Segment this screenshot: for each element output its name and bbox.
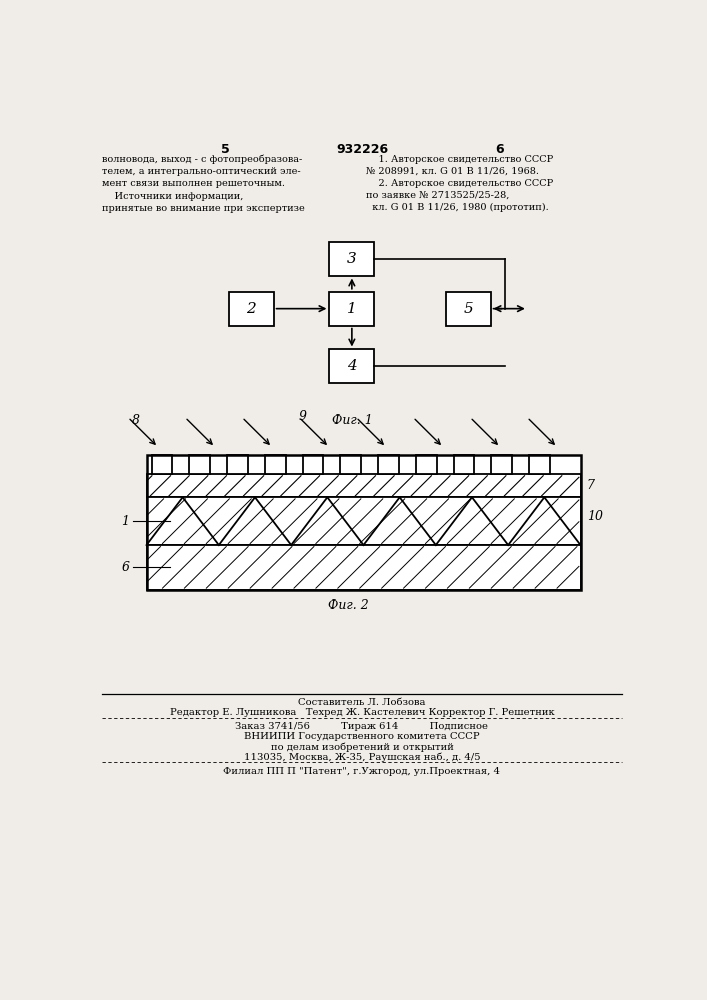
Bar (146, 455, 580, 590)
Bar (146, 497, 580, 545)
Text: Составитель Л. Лобзова: Составитель Л. Лобзова (298, 698, 426, 707)
Text: 4: 4 (347, 359, 357, 373)
Bar (329, 349, 374, 383)
Text: Филиал ПП П "Патент", г.Ужгород, ул.Проектная, 4: Филиал ПП П "Патент", г.Ужгород, ул.Прое… (223, 767, 501, 776)
Text: 1. Авторское свидетельство СССР
№ 208991, кл. G 01 В 11/26, 1968.
    2. Авторск: 1. Авторское свидетельство СССР № 208991… (366, 155, 553, 212)
Bar (329, 292, 374, 326)
Text: 113035, Москва, Ж-35, Раушская наб., д. 4/5: 113035, Москва, Ж-35, Раушская наб., д. … (244, 752, 480, 762)
Text: 932226: 932226 (336, 143, 388, 156)
Text: 1: 1 (122, 515, 129, 528)
Text: 7: 7 (587, 479, 595, 492)
Bar (151, 455, 173, 474)
Bar (228, 292, 274, 326)
Text: Заказ 3741/56          Тираж 614          Подписное: Заказ 3741/56 Тираж 614 Подписное (235, 722, 489, 731)
Text: 3: 3 (347, 252, 357, 266)
Text: по делам изобретений и открытий: по делам изобретений и открытий (271, 742, 453, 752)
Bar (453, 455, 474, 474)
Text: ВНИИПИ Государственного комитета СССР: ВНИИПИ Государственного комитета СССР (244, 732, 480, 741)
Bar (227, 455, 248, 474)
Bar (416, 455, 436, 474)
Text: Фиг. 2: Фиг. 2 (327, 599, 368, 612)
Bar (491, 455, 512, 474)
Text: 6: 6 (122, 561, 129, 574)
Bar (529, 455, 550, 474)
Bar (189, 455, 210, 474)
Bar (303, 455, 323, 474)
Bar (378, 455, 399, 474)
Bar (146, 474, 580, 497)
Bar (265, 455, 286, 474)
Text: Редактор Е. Лушникова   Техред Ж. Кастелевич Корректор Г. Решетник: Редактор Е. Лушникова Техред Ж. Кастелев… (170, 708, 554, 717)
Bar (146, 455, 580, 474)
Bar (329, 242, 374, 276)
Text: волновода, выход - с фотопреобразова-
телем, а интегрально-оптический эле-
мент : волновода, выход - с фотопреобразова- те… (103, 155, 305, 213)
Text: 10: 10 (587, 510, 602, 523)
Text: 9: 9 (298, 410, 306, 423)
Text: 6: 6 (495, 143, 503, 156)
Text: Фиг. 1: Фиг. 1 (332, 414, 373, 427)
Bar (445, 292, 491, 326)
Text: 5: 5 (221, 143, 230, 156)
Bar (340, 455, 361, 474)
Text: 1: 1 (347, 302, 357, 316)
Text: 5: 5 (463, 302, 473, 316)
Text: 8: 8 (132, 414, 140, 427)
Bar (146, 545, 580, 590)
Text: 2: 2 (246, 302, 256, 316)
